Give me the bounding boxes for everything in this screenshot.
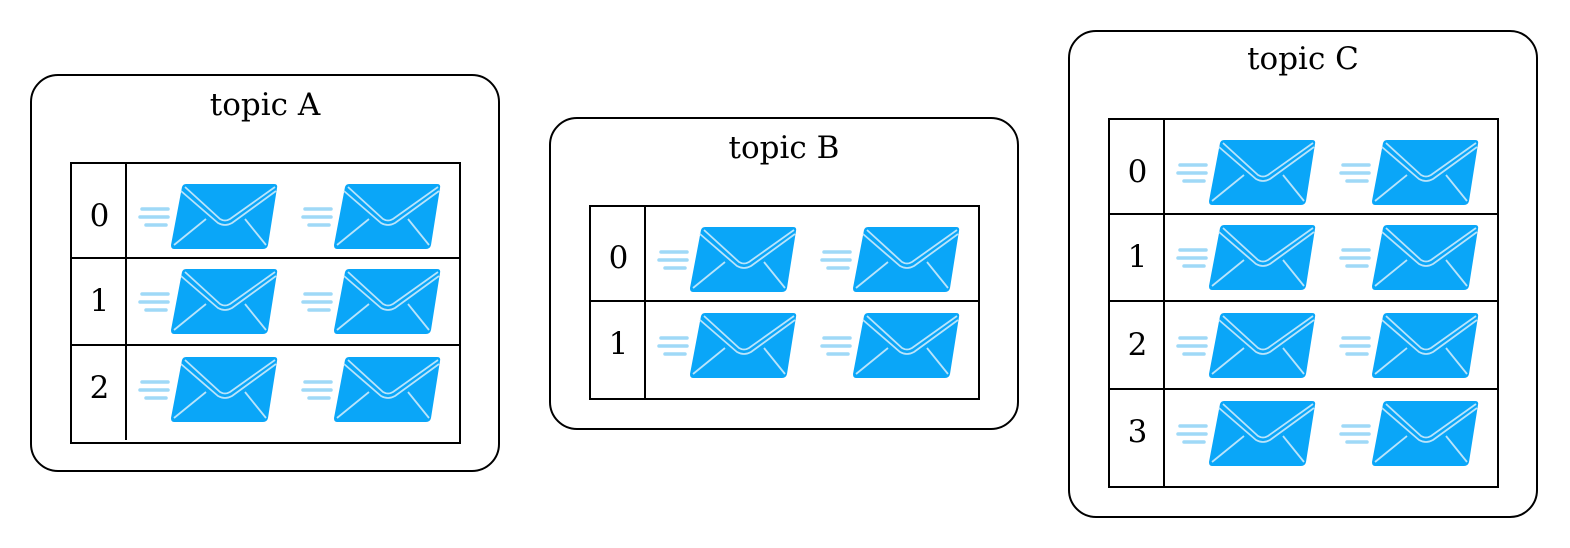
- topic-a-title: topic A: [209, 87, 321, 123]
- message-envelope-icon: [1176, 139, 1317, 206]
- partition-divider: [644, 207, 646, 398]
- partition-label: 3: [1127, 414, 1148, 450]
- row-separator: [1110, 388, 1497, 390]
- topic-c-title: topic C: [1247, 41, 1359, 77]
- topic-b: topic B 0 1: [549, 117, 1019, 430]
- row-separator: [591, 300, 978, 302]
- row-separator: [1110, 300, 1497, 302]
- message-envelope-icon: [1339, 312, 1480, 379]
- partition-row: 0: [1110, 120, 1497, 213]
- row-separator: [1110, 213, 1497, 215]
- partition-row: 3: [1110, 388, 1497, 486]
- message-envelope-icon: [820, 312, 961, 379]
- partition-table: 0 1 2 3: [1108, 118, 1499, 488]
- message-envelope-icon: [820, 226, 961, 293]
- partition-table: 0 1 2: [70, 162, 461, 444]
- topic-c: topic C 0 1 2 3: [1068, 30, 1538, 518]
- partition-divider: [125, 164, 127, 440]
- partition-row: 1: [1110, 213, 1497, 300]
- partition-row: 0: [591, 207, 978, 300]
- message-envelope-icon: [1176, 224, 1317, 291]
- row-separator: [72, 344, 459, 346]
- partition-label: 2: [1127, 327, 1148, 363]
- partition-row: 2: [1110, 300, 1497, 388]
- topic-b-title: topic B: [728, 130, 840, 166]
- topic-a: topic A 0 1 2: [30, 74, 500, 472]
- message-envelope-icon: [301, 356, 442, 423]
- partition-label: 2: [89, 370, 110, 406]
- message-envelope-icon: [301, 183, 442, 250]
- message-envelope-icon: [301, 268, 442, 335]
- partition-row: 0: [72, 164, 459, 257]
- message-envelope-icon: [1176, 400, 1317, 467]
- partition-label: 1: [89, 283, 110, 319]
- message-envelope-icon: [1176, 312, 1317, 379]
- partition-label: 0: [89, 198, 110, 234]
- partition-label: 0: [1127, 154, 1148, 190]
- partition-row: 1: [591, 300, 978, 398]
- partition-divider: [1163, 120, 1165, 486]
- message-envelope-icon: [1339, 139, 1480, 206]
- partition-label: 1: [1127, 239, 1148, 275]
- partition-label: 0: [608, 240, 629, 276]
- message-envelope-icon: [1339, 224, 1480, 291]
- message-envelope-icon: [138, 183, 279, 250]
- partition-table: 0 1: [589, 205, 980, 400]
- message-envelope-icon: [138, 356, 279, 423]
- message-envelope-icon: [657, 312, 798, 379]
- row-separator: [72, 257, 459, 259]
- message-envelope-icon: [1339, 400, 1480, 467]
- partition-row: 1: [72, 257, 459, 344]
- message-envelope-icon: [657, 226, 798, 293]
- partition-row: 2: [72, 344, 459, 442]
- message-envelope-icon: [138, 268, 279, 335]
- partition-label: 1: [608, 326, 629, 362]
